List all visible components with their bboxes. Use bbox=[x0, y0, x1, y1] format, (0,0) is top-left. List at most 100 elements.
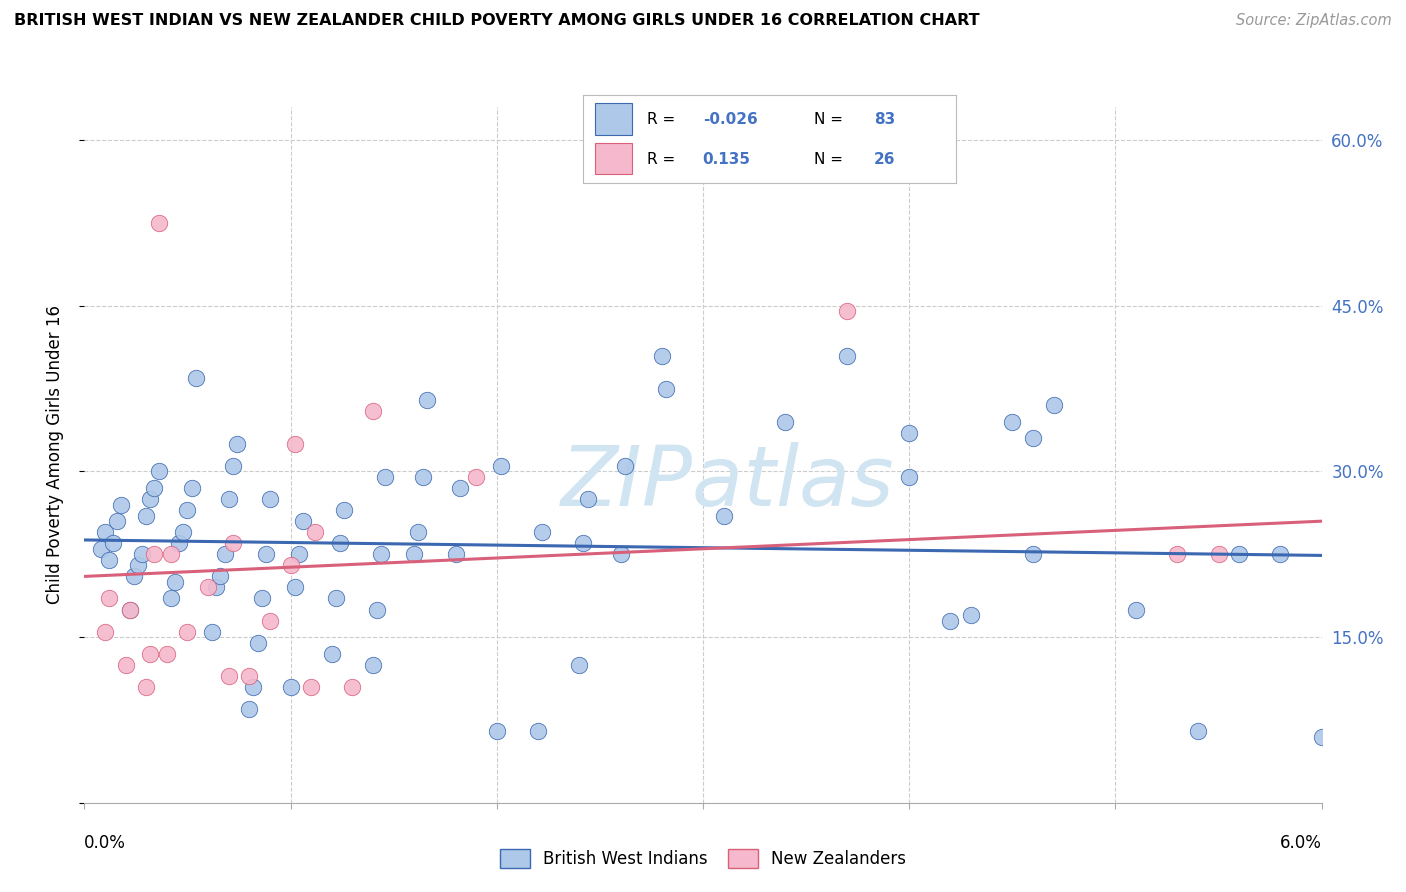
Point bbox=[197, 581, 219, 595]
Point bbox=[288, 547, 311, 561]
Text: N =: N = bbox=[814, 152, 848, 167]
Point bbox=[238, 702, 260, 716]
Point bbox=[775, 415, 797, 429]
Point bbox=[1042, 398, 1064, 412]
Text: Source: ZipAtlas.com: Source: ZipAtlas.com bbox=[1236, 13, 1392, 29]
Point bbox=[148, 216, 170, 230]
Point bbox=[250, 591, 273, 606]
Point bbox=[184, 370, 207, 384]
Point bbox=[576, 492, 599, 507]
Point bbox=[960, 608, 983, 623]
Point bbox=[449, 481, 471, 495]
Point bbox=[837, 349, 859, 363]
Text: 0.135: 0.135 bbox=[703, 152, 751, 167]
Point bbox=[222, 536, 245, 550]
Point bbox=[122, 569, 145, 583]
Point bbox=[214, 547, 236, 561]
Text: R =: R = bbox=[647, 152, 681, 167]
Point bbox=[1166, 547, 1188, 561]
Text: R =: R = bbox=[647, 112, 681, 127]
Point bbox=[201, 624, 224, 639]
Point bbox=[139, 647, 162, 661]
Text: 6.0%: 6.0% bbox=[1279, 834, 1322, 852]
Point bbox=[655, 382, 678, 396]
Point bbox=[284, 581, 307, 595]
Point bbox=[280, 680, 302, 694]
Point bbox=[408, 525, 430, 540]
Point bbox=[527, 724, 550, 739]
Point bbox=[325, 591, 347, 606]
Point bbox=[568, 657, 591, 672]
Point bbox=[167, 536, 190, 550]
Point bbox=[209, 569, 232, 583]
Point bbox=[1310, 730, 1333, 744]
Point bbox=[118, 602, 141, 616]
Point bbox=[572, 536, 595, 550]
Point bbox=[259, 492, 281, 507]
Point bbox=[110, 498, 132, 512]
Point bbox=[98, 553, 121, 567]
Point bbox=[143, 481, 166, 495]
Text: BRITISH WEST INDIAN VS NEW ZEALANDER CHILD POVERTY AMONG GIRLS UNDER 16 CORRELAT: BRITISH WEST INDIAN VS NEW ZEALANDER CHI… bbox=[14, 13, 980, 29]
Point bbox=[361, 657, 384, 672]
Point bbox=[94, 624, 117, 639]
Point bbox=[465, 470, 488, 484]
Point bbox=[114, 657, 136, 672]
Point bbox=[291, 514, 314, 528]
Point bbox=[205, 581, 228, 595]
Point bbox=[139, 492, 162, 507]
Point bbox=[103, 536, 125, 550]
Point bbox=[837, 304, 859, 318]
Point bbox=[218, 492, 240, 507]
Point bbox=[304, 525, 326, 540]
Text: 26: 26 bbox=[875, 152, 896, 167]
Point bbox=[254, 547, 277, 561]
Legend: British West Indians, New Zealanders: British West Indians, New Zealanders bbox=[494, 842, 912, 875]
Point bbox=[135, 508, 157, 523]
Point bbox=[485, 724, 508, 739]
Point bbox=[105, 514, 128, 528]
Point bbox=[531, 525, 554, 540]
Text: -0.026: -0.026 bbox=[703, 112, 758, 127]
Point bbox=[131, 547, 153, 561]
Point bbox=[370, 547, 392, 561]
Y-axis label: Child Poverty Among Girls Under 16: Child Poverty Among Girls Under 16 bbox=[45, 305, 63, 605]
Point bbox=[118, 602, 141, 616]
Point bbox=[415, 392, 437, 407]
Point bbox=[1022, 547, 1045, 561]
Point bbox=[135, 680, 157, 694]
Point bbox=[321, 647, 343, 661]
Point bbox=[329, 536, 352, 550]
Point bbox=[1208, 547, 1230, 561]
Point bbox=[218, 669, 240, 683]
Point bbox=[1227, 547, 1250, 561]
Point bbox=[1022, 431, 1045, 445]
Point bbox=[939, 614, 962, 628]
Point bbox=[609, 547, 631, 561]
Point bbox=[90, 541, 112, 556]
Point bbox=[180, 481, 202, 495]
Point bbox=[898, 425, 921, 440]
Point bbox=[143, 547, 166, 561]
Point bbox=[713, 508, 735, 523]
Point bbox=[165, 574, 187, 589]
Point bbox=[366, 602, 388, 616]
Point bbox=[222, 458, 245, 473]
Point bbox=[613, 458, 636, 473]
Point bbox=[412, 470, 434, 484]
Point bbox=[280, 558, 302, 573]
Point bbox=[259, 614, 281, 628]
Point bbox=[242, 680, 264, 694]
Point bbox=[361, 403, 384, 417]
Point bbox=[444, 547, 467, 561]
Point bbox=[1125, 602, 1147, 616]
Point bbox=[246, 635, 269, 649]
Point bbox=[160, 547, 183, 561]
Text: 83: 83 bbox=[875, 112, 896, 127]
Point bbox=[98, 591, 121, 606]
Point bbox=[226, 437, 249, 451]
Bar bbox=[595, 143, 631, 174]
Point bbox=[404, 547, 426, 561]
Text: N =: N = bbox=[814, 112, 848, 127]
Text: ZIPatlas: ZIPatlas bbox=[561, 442, 894, 524]
